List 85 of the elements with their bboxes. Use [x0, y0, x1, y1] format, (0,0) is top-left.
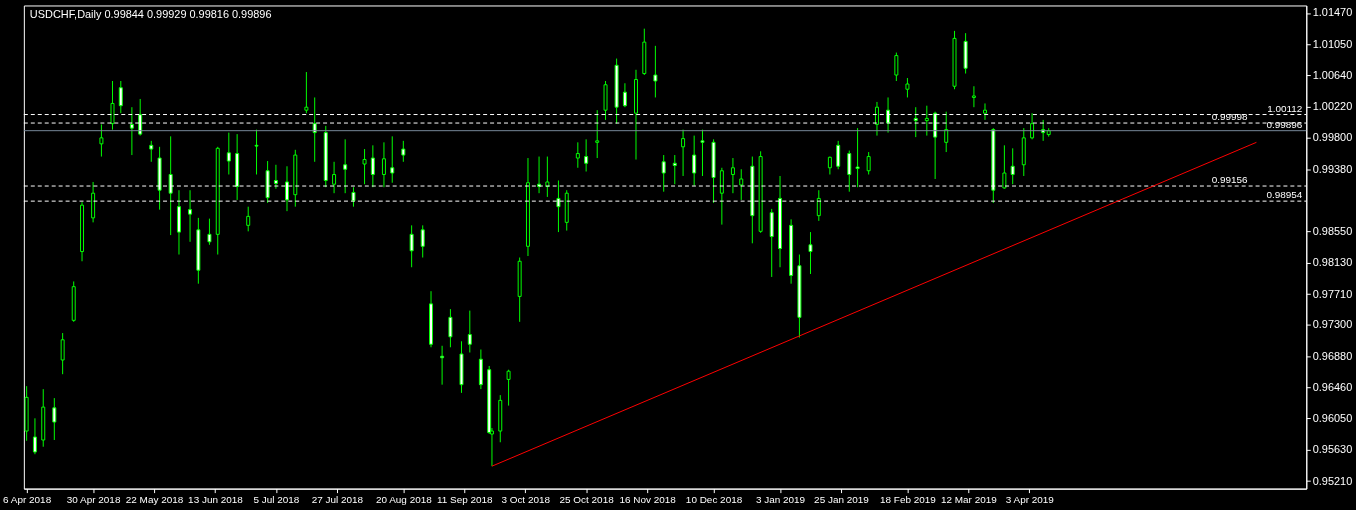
y-tick-label: 0.95630 [1312, 443, 1353, 456]
candlestick [808, 231, 813, 275]
candlestick [246, 206, 251, 232]
candlestick [971, 85, 976, 108]
y-tick-label: 0.96050 [1312, 411, 1353, 424]
candlestick [700, 129, 705, 177]
x-tick-label: 16 Nov 2018 [619, 494, 677, 506]
candlestick [730, 157, 735, 194]
candlestick [622, 82, 627, 108]
candlestick [110, 80, 115, 131]
x-tick-label: 3 Apr 2019 [1005, 494, 1055, 506]
candlestick [1002, 144, 1007, 190]
ref-line-label: 0.98954 [1266, 189, 1303, 201]
y-tick-label: 1.01470 [1312, 6, 1353, 19]
y-tick-label: 0.97710 [1312, 287, 1353, 300]
candlestick [545, 156, 550, 198]
candlestick [448, 308, 453, 348]
candlestick [894, 52, 899, 82]
x-tick-label: 25 Jan 2019 [814, 494, 870, 506]
candlestick [207, 218, 212, 246]
candlestick [60, 332, 65, 375]
x-tick-label: 11 Sep 2018 [436, 494, 494, 506]
y-tick-label: 0.95210 [1312, 474, 1353, 487]
ref-line-label: 1.00112 [1267, 102, 1303, 114]
candlestick [653, 45, 658, 98]
y-tick-label: 1.00640 [1312, 68, 1353, 81]
candlestick [874, 101, 879, 137]
x-tick-label: 25 Oct 2018 [559, 494, 615, 506]
candlestick [390, 135, 395, 184]
x-tick-label: 3 Jan 2019 [755, 494, 806, 506]
chart-title: USDCHF,Daily 0.99844 0.99929 0.99816 0.99896 [29, 8, 272, 21]
y-tick-label: 1.01050 [1312, 37, 1353, 50]
candlestick [149, 140, 154, 163]
x-tick-label: 27 Jul 2018 [311, 494, 364, 506]
candlestick [304, 71, 309, 114]
candlestick [672, 154, 677, 185]
y-tick-label: 0.99800 [1312, 131, 1353, 144]
x-tick-label: 22 May 2018 [125, 494, 184, 506]
y-tick-label: 0.96460 [1312, 381, 1353, 394]
x-tick-label: 6 Apr 2018 [3, 494, 52, 506]
candlestick [118, 80, 123, 114]
y-tick-label: 0.96880 [1312, 349, 1353, 362]
x-tick-label: 10 Dec 2018 [685, 494, 743, 506]
candlestick [99, 123, 104, 158]
candlestick [362, 148, 367, 185]
x-tick-label: 13 Jun 2018 [188, 494, 244, 506]
y-tick-label: 1.00220 [1312, 99, 1353, 112]
x-tick-label: 20 Aug 2018 [375, 494, 433, 506]
candlestick [983, 102, 987, 121]
candlestick [226, 132, 231, 175]
x-tick-label: 12 Mar 2019 [940, 494, 998, 506]
candlestick [409, 224, 414, 268]
candlestick [401, 140, 406, 163]
candlestick [944, 111, 949, 153]
candlestick [816, 189, 821, 222]
candlestick [719, 167, 724, 226]
candlestick [681, 129, 686, 177]
ref-line-label: 0.99156 [1211, 174, 1249, 186]
candlestick [595, 109, 600, 159]
candlestick [506, 369, 511, 407]
x-tick-label: 5 Jul 2018 [253, 494, 300, 506]
y-tick-label: 0.99380 [1312, 162, 1353, 175]
candlestick [467, 310, 472, 353]
candlestick [254, 129, 259, 175]
candlestick [739, 168, 744, 201]
y-tick-label: 0.98130 [1312, 256, 1353, 269]
candlestick [866, 151, 871, 175]
x-tick-label: 3 Oct 2018 [501, 494, 551, 506]
candlestick [769, 208, 774, 278]
x-tick-label: 30 Apr 2018 [66, 494, 121, 506]
y-tick-label: 0.98550 [1312, 224, 1353, 237]
candlestick [332, 161, 337, 194]
candlestick [381, 141, 386, 188]
candlestick [836, 140, 841, 170]
candlestick [924, 105, 929, 137]
candlestick [52, 397, 57, 441]
candlestick [420, 224, 425, 259]
y-tick-label: 0.97300 [1312, 318, 1353, 331]
candlestick [584, 138, 589, 173]
candlestick [905, 77, 910, 98]
ref-line-label: 0.99896 [1266, 118, 1303, 130]
ref-line-label: 0.99998 [1211, 111, 1249, 123]
candlestick [32, 417, 37, 455]
candlestick [575, 141, 580, 169]
x-tick-label: 18 Feb 2019 [880, 494, 937, 506]
